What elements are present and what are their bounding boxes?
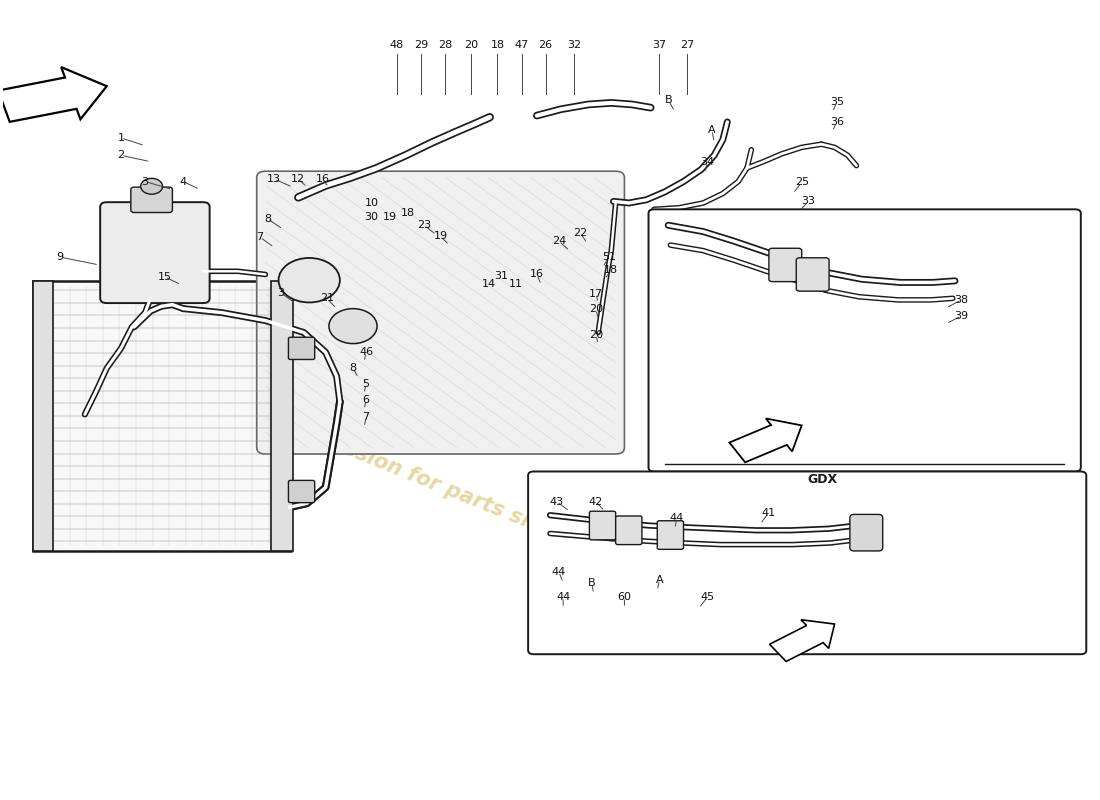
Text: 16: 16: [316, 174, 329, 184]
Text: 44: 44: [556, 592, 570, 602]
Text: 20: 20: [588, 330, 603, 340]
Text: 10: 10: [364, 198, 378, 208]
FancyBboxPatch shape: [796, 258, 829, 291]
Text: 3: 3: [142, 177, 148, 186]
FancyBboxPatch shape: [649, 210, 1081, 471]
FancyBboxPatch shape: [256, 171, 625, 454]
Text: 48: 48: [389, 41, 404, 50]
Circle shape: [141, 178, 163, 194]
Text: B: B: [664, 94, 672, 105]
Text: 38: 38: [955, 295, 969, 305]
Text: 3: 3: [277, 288, 284, 298]
FancyBboxPatch shape: [658, 521, 683, 550]
Text: 34: 34: [701, 157, 715, 166]
Text: 47: 47: [515, 41, 529, 50]
Text: 27: 27: [680, 41, 694, 50]
Text: 22: 22: [573, 228, 587, 238]
Text: 43: 43: [550, 497, 563, 506]
Text: 20: 20: [464, 41, 478, 50]
Text: A: A: [656, 574, 663, 585]
Text: 60: 60: [617, 592, 631, 602]
Text: 16: 16: [530, 270, 543, 279]
FancyBboxPatch shape: [528, 471, 1087, 654]
Text: 51: 51: [602, 252, 616, 262]
Text: 12: 12: [292, 174, 306, 184]
Text: 45: 45: [701, 592, 715, 602]
FancyBboxPatch shape: [590, 511, 616, 540]
Text: 17: 17: [588, 289, 603, 298]
Text: 7: 7: [256, 232, 264, 242]
Text: 35: 35: [829, 97, 844, 107]
Polygon shape: [0, 67, 107, 122]
Text: 33: 33: [801, 196, 815, 206]
Polygon shape: [729, 418, 802, 462]
Text: 18: 18: [491, 41, 505, 50]
Text: 46: 46: [359, 347, 373, 358]
Text: 7: 7: [363, 413, 370, 422]
Text: GDX: GDX: [807, 473, 837, 486]
Text: 44: 44: [551, 566, 565, 577]
Text: 18: 18: [400, 207, 415, 218]
FancyBboxPatch shape: [769, 248, 802, 282]
FancyBboxPatch shape: [288, 480, 315, 502]
Text: 18: 18: [604, 265, 618, 274]
Text: 6: 6: [363, 395, 370, 405]
Text: 23: 23: [417, 220, 431, 230]
Text: 19: 19: [383, 212, 397, 222]
Text: 42: 42: [588, 497, 603, 506]
Text: 4: 4: [179, 177, 187, 186]
Text: 41: 41: [762, 508, 776, 518]
Text: 26: 26: [539, 41, 552, 50]
Text: 5: 5: [363, 379, 370, 389]
FancyBboxPatch shape: [131, 187, 173, 213]
Text: A: A: [708, 125, 716, 135]
Text: 29: 29: [414, 41, 428, 50]
FancyBboxPatch shape: [100, 202, 210, 303]
Circle shape: [278, 258, 340, 302]
Bar: [33, 281, 53, 551]
Bar: [271, 281, 293, 551]
Text: 2: 2: [118, 150, 124, 160]
Text: 13: 13: [267, 174, 282, 184]
Text: 8: 8: [350, 363, 356, 374]
Text: 36: 36: [829, 117, 844, 127]
FancyBboxPatch shape: [850, 514, 882, 551]
Text: 30: 30: [364, 212, 378, 222]
Text: B: B: [587, 578, 595, 588]
Text: 31: 31: [494, 271, 508, 281]
Text: 8: 8: [264, 214, 272, 224]
Text: 19: 19: [433, 231, 448, 242]
Text: 25: 25: [794, 178, 808, 187]
Text: 37: 37: [652, 41, 667, 50]
Text: 14: 14: [482, 279, 496, 289]
Text: 44: 44: [670, 513, 684, 522]
Text: a passion for parts since 1985: a passion for parts since 1985: [294, 419, 630, 571]
FancyBboxPatch shape: [288, 338, 315, 359]
Text: 9: 9: [56, 252, 64, 262]
Text: 24: 24: [551, 236, 565, 246]
FancyBboxPatch shape: [616, 516, 642, 545]
Text: 32: 32: [566, 41, 581, 50]
Circle shape: [329, 309, 377, 343]
Polygon shape: [770, 620, 835, 662]
Text: 11: 11: [509, 279, 524, 289]
Bar: [33, 281, 290, 551]
Text: 20: 20: [588, 305, 603, 314]
Text: 39: 39: [955, 310, 969, 321]
Text: 1: 1: [118, 133, 124, 143]
Text: 28: 28: [438, 41, 452, 50]
Text: 21: 21: [320, 294, 333, 303]
Text: 15: 15: [157, 272, 172, 282]
